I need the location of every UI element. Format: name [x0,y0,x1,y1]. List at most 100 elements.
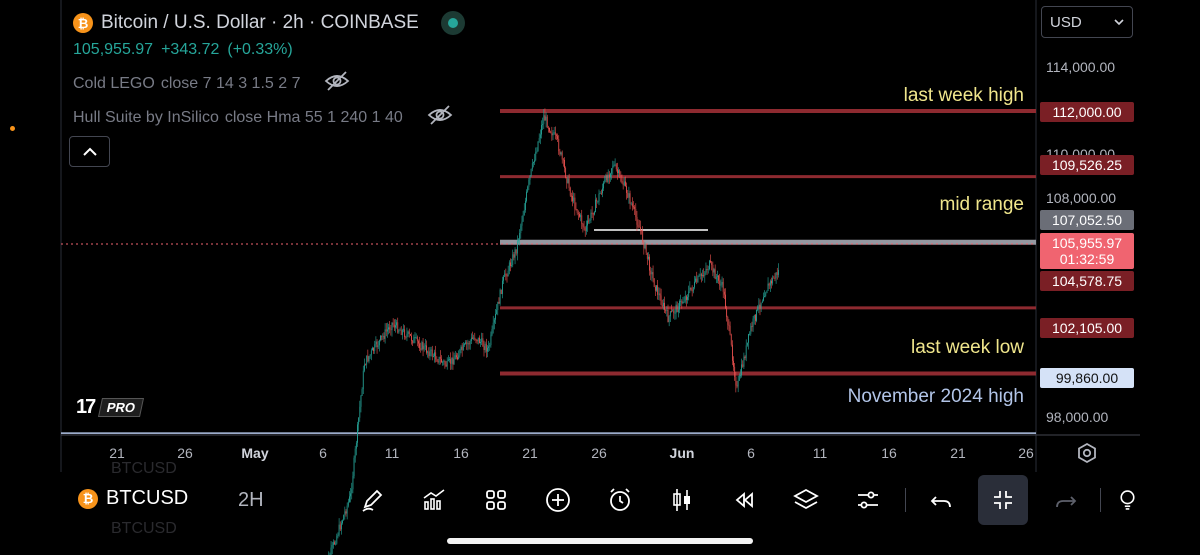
candle-body [703,275,705,276]
candle-body [612,165,614,169]
settings-sliders-button[interactable] [848,480,888,520]
candle-body [667,310,669,322]
level-tag-109526[interactable]: 109,526.25 [1040,155,1134,175]
annotation-mid-range[interactable]: mid range [939,194,1025,215]
collapse-legend-button[interactable] [69,136,110,167]
candle-body [766,290,768,294]
annotation-last-week-low[interactable]: last week low [911,337,1024,358]
price-tick: 114,000.00 [1046,59,1116,75]
indicator-hull-suite[interactable]: Hull Suite by InSilico close Hma 55 1 24… [73,104,453,131]
candle-body [431,349,433,357]
indicators-button[interactable] [414,480,454,520]
candle-body [332,542,334,545]
currency-select[interactable]: USD [1041,6,1133,38]
candle-body [765,293,767,297]
candle-body [665,309,667,311]
annotation-last-week-high[interactable]: last week high [903,85,1024,106]
symbol-header[interactable]: ₿ Bitcoin / U.S. Dollar · 2h · COINBASE [73,10,465,36]
more-tools-button[interactable] [1115,480,1140,520]
candle-body [451,357,453,364]
candle-body [749,333,751,335]
candle-body [459,349,461,356]
candle-body [487,347,488,352]
chart-settings-button[interactable] [1076,442,1098,464]
alert-button[interactable] [600,480,640,520]
level-tag-99860[interactable]: 99,860.00 [1040,368,1134,388]
candle-body [725,294,726,309]
candle-body [696,278,698,283]
candle-body [470,337,472,342]
symbol-selector-button[interactable]: ₿ BTCUSD [78,487,188,510]
pro-badge: PRO [98,398,145,417]
candle-body [773,277,775,279]
candle-body [566,177,568,183]
level-tag-107052[interactable]: 107,052.50 [1040,210,1134,230]
undo-button[interactable] [921,480,961,520]
eye-off-icon[interactable] [324,70,350,97]
candle-body [640,227,641,230]
date-tick: 26 [591,445,607,461]
candle-body [365,364,366,366]
layers-icon [793,488,819,510]
candle-body [527,186,529,192]
candle-body [630,203,632,205]
level-tag-112000[interactable]: 112,000.00 [1040,102,1134,122]
candle-body [369,354,371,357]
candle-body [438,356,440,363]
candle-body [498,301,500,304]
candle-body [714,269,716,280]
annotation-november-2024-high[interactable]: November 2024 high [847,386,1024,407]
date-tick: 11 [384,445,400,461]
fullscreen-toggle-button[interactable] [978,475,1028,525]
candle-body [374,344,376,352]
candle-body [579,213,580,217]
candle-body [505,273,507,276]
candle-body [511,265,512,266]
candle-body [423,345,425,350]
candle-body [461,346,463,351]
candle-body [694,281,695,288]
candle-body [695,278,696,282]
candle-body [636,216,638,225]
candle-body [375,341,377,345]
edge-indicator-dot [10,126,15,131]
drawing-tools-button[interactable] [352,480,392,520]
candle-body [504,273,506,277]
candle-body [681,300,683,304]
market-open-icon[interactable] [440,11,465,35]
symbol-title[interactable]: Bitcoin / U.S. Dollar · 2h · COINBASE [101,12,419,33]
eye-off-icon[interactable] [427,104,453,131]
plus-circle-icon [546,488,570,512]
candle-body [599,193,601,194]
redo-button[interactable] [1046,480,1086,520]
candle-body [411,335,412,341]
candle-body [351,489,353,494]
date-tick: 21 [950,445,966,461]
layouts-button[interactable] [476,480,516,520]
candle-body [621,181,623,184]
indicator-cold-lego[interactable]: Cold LEGO close 7 14 3 1.5 2 7 [73,70,350,97]
candle-body [584,227,586,232]
candle-body [620,174,622,182]
interval-button[interactable]: 2H [238,489,264,511]
replay-button[interactable] [724,480,764,520]
candle-body [387,329,388,332]
candle-body [622,183,624,186]
chart-type-button[interactable] [662,480,702,520]
candle-body [383,335,385,339]
candle-body [543,115,545,124]
collapse-arrows-icon [994,491,1012,509]
candle-body [546,116,548,128]
candle-body [582,223,584,227]
level-tag-102105[interactable]: 102,105.00 [1040,318,1134,338]
candle-body [722,281,724,292]
object-tree-button[interactable] [786,480,826,520]
candle-body [634,206,636,209]
level-tag-104578[interactable]: 104,578.75 [1040,271,1134,291]
add-button[interactable] [538,480,578,520]
candle-body [638,226,640,228]
candle-body [595,199,596,213]
date-tick: 6 [747,445,755,461]
candle-body [427,351,429,353]
